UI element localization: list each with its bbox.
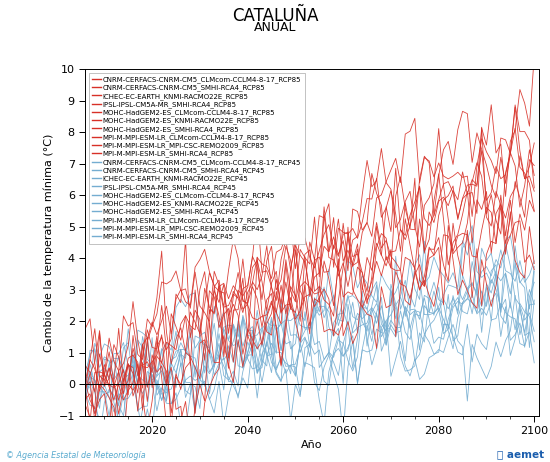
Text: ANUAL: ANUAL [254,21,296,34]
Y-axis label: Cambio de la temperatura mínima (°C): Cambio de la temperatura mínima (°C) [44,134,54,352]
Legend: CNRM-CERFACS-CNRM-CM5_CLMcom-CCLM4-8-17_RCP85, CNRM-CERFACS-CNRM-CM5_SMHI-RCA4_R: CNRM-CERFACS-CNRM-CM5_CLMcom-CCLM4-8-17_… [89,73,305,244]
Text: CATALUÑA: CATALUÑA [232,7,318,25]
Text: © Agencia Estatal de Meteorología: © Agencia Estatal de Meteorología [6,451,145,460]
X-axis label: Año: Año [301,440,323,450]
Text: 🍃 aemet: 🍃 aemet [497,450,544,460]
